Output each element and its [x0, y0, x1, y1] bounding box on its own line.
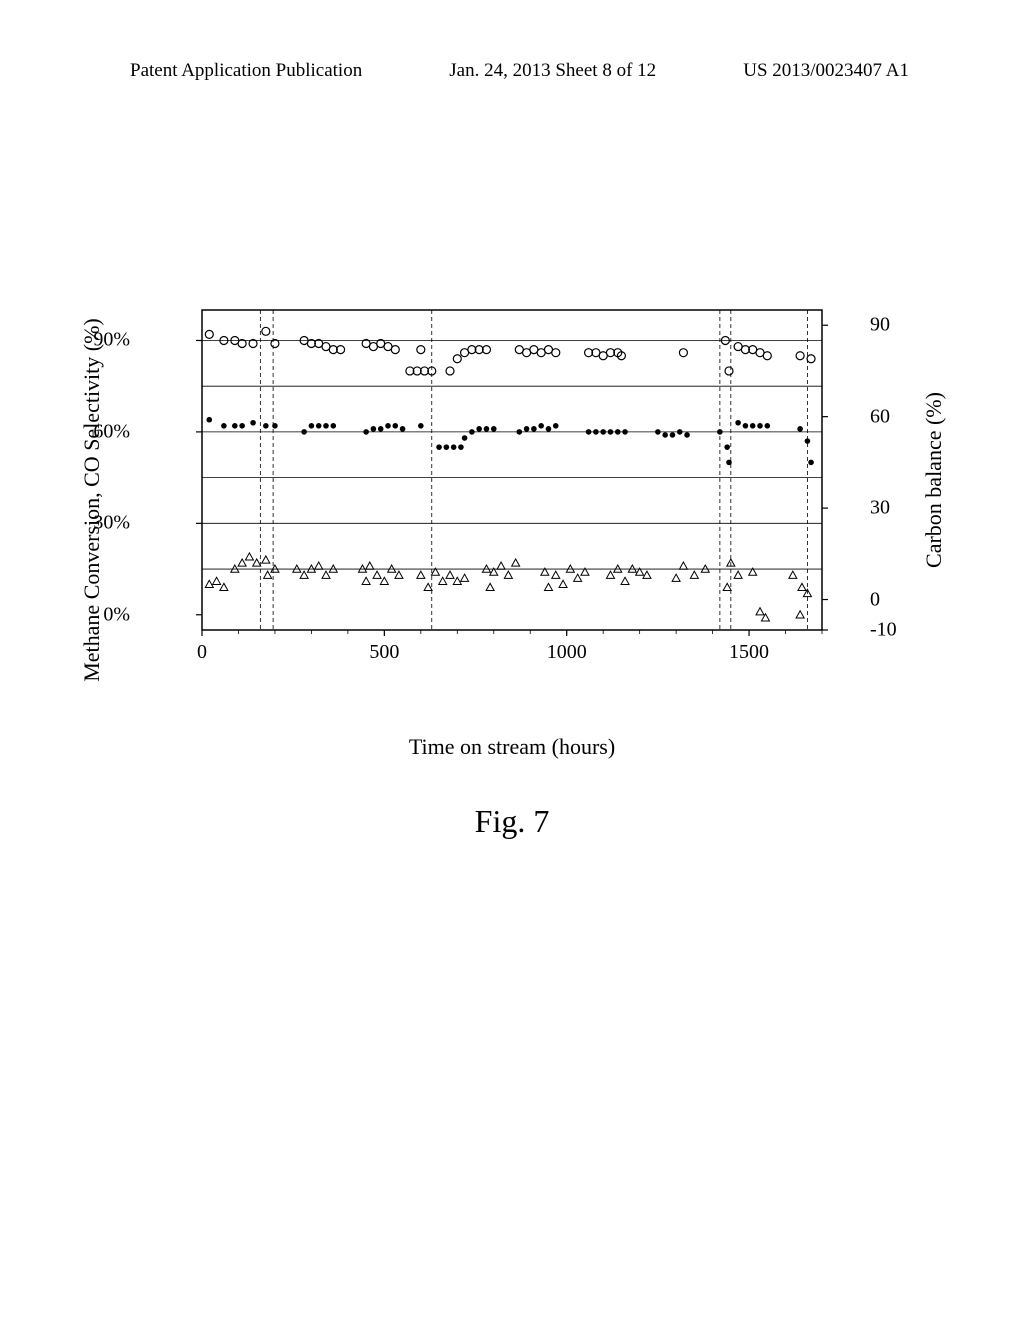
x-axis-label: Time on stream (hours) — [409, 734, 615, 760]
y-right-tick: 30 — [870, 497, 910, 520]
y-left-tick: 60% — [80, 420, 130, 443]
y-right-axis-label: Carbon balance (%) — [921, 392, 947, 568]
y-left-tick: 0% — [80, 603, 130, 626]
y-right-tick: 60 — [870, 405, 910, 428]
header-right: US 2013/0023407 A1 — [743, 60, 909, 82]
page-header: Patent Application Publication Jan. 24, … — [0, 60, 1024, 82]
y-right-tick: 0 — [870, 588, 910, 611]
x-tick: 1500 — [729, 641, 769, 664]
header-left: Patent Application Publication — [130, 60, 362, 82]
header-center: Jan. 24, 2013 Sheet 8 of 12 — [449, 60, 656, 82]
page-body: Methane Conversion, CO Selectivity (%) C… — [0, 300, 1024, 700]
y-left-tick: 90% — [80, 329, 130, 352]
x-tick: 500 — [369, 641, 399, 664]
y-left-tick: 30% — [80, 512, 130, 535]
x-tick: 0 — [197, 641, 207, 664]
y-left-axis-label: Methane Conversion, CO Selectivity (%) — [79, 318, 105, 682]
x-tick: 1000 — [547, 641, 587, 664]
chart-plot — [162, 300, 862, 660]
y-right-tick: -10 — [870, 619, 910, 642]
figure-caption: Fig. 7 — [475, 803, 550, 840]
chart-container: Methane Conversion, CO Selectivity (%) C… — [102, 300, 922, 700]
y-right-tick: 90 — [870, 314, 910, 337]
